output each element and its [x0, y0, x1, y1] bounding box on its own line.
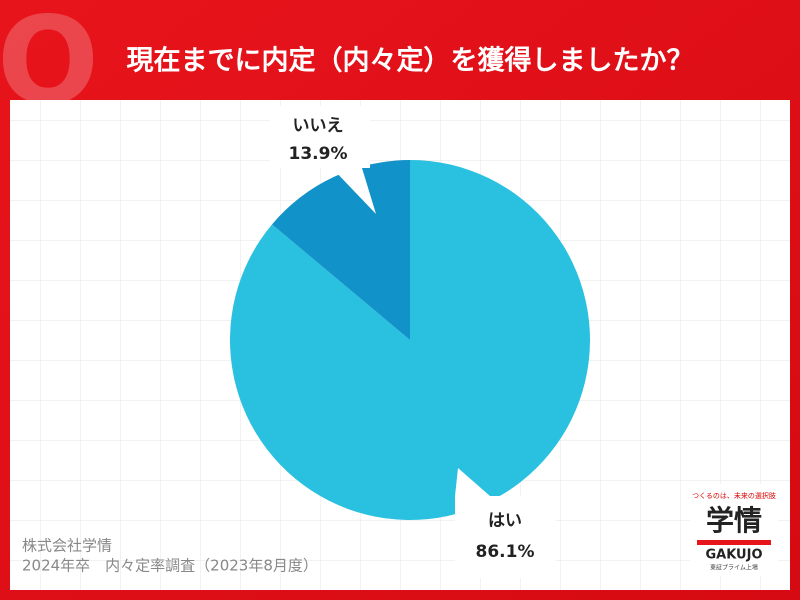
value-label: 13.9% — [289, 144, 348, 164]
pie-slice — [272, 160, 410, 340]
value-label: 86.1% — [476, 542, 535, 562]
logo-roman: GAKUJO — [705, 548, 762, 563]
source: 株式会社学情 — [22, 537, 112, 555]
callout-hai — [455, 468, 556, 578]
logo-note: 東証プライム上場 — [710, 564, 758, 572]
logo-bar — [697, 540, 771, 545]
logo-box — [690, 484, 778, 576]
chart-title: 現在までに内定（内々定）を獲得しましたか？ — [127, 45, 694, 77]
logo-name: 学情 — [706, 504, 762, 537]
pie — [229, 160, 590, 520]
label-name: いいえ — [293, 116, 344, 136]
logo-tagline: つくるのは、未来の選択肢 — [692, 491, 776, 500]
source: 2024年卒 内々定率調査（2023年8月度） — [22, 557, 318, 575]
callout-iie — [270, 106, 376, 214]
label-name: はい — [488, 511, 522, 531]
